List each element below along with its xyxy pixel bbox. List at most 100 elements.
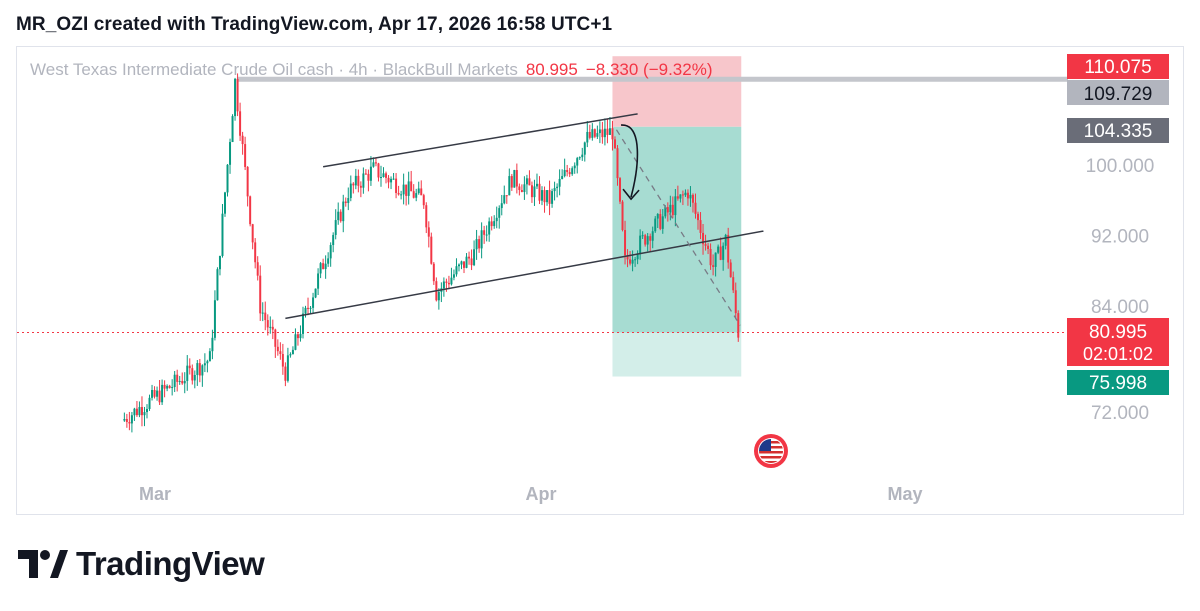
candle-body [281,354,284,367]
candle-body [337,211,340,221]
target-zone[interactable] [612,126,742,333]
candle-body [369,166,372,181]
candle-body [568,172,571,175]
candle-body [218,255,221,270]
candle-body [241,135,244,145]
candle-body [659,214,662,229]
candle-body [533,186,536,198]
candle-body [535,183,538,187]
x-axis[interactable]: Mar Apr May [139,484,923,504]
candle-body [143,412,146,416]
candle-body [128,422,131,424]
candle-body [364,173,367,175]
us-flag-event-icon[interactable] [754,434,788,468]
candle-body [178,380,181,382]
candle-body [588,131,591,138]
candle-body [704,244,707,246]
candle-body [229,142,232,165]
candle-body [639,235,642,254]
candle-body [671,204,674,216]
candle-body [158,390,161,403]
target-price-label: 75.998 [1067,370,1169,395]
candle-body [634,259,637,261]
candle-body [669,204,672,213]
candle-body [606,128,609,135]
candle-body [450,277,453,285]
candle-body [359,185,362,188]
candle-body [256,262,259,276]
upper-channel-line[interactable] [322,113,638,168]
candle-body [510,176,513,188]
y-tick-label: 100.000 [1086,156,1155,177]
candle-body [395,178,398,193]
candle-body [734,290,737,314]
candle-body [148,397,151,409]
candle-body [578,157,581,159]
candle-body [138,407,141,416]
lower-channel-line[interactable] [285,230,764,320]
candle-body [732,277,735,291]
target-zone-extension[interactable] [612,332,742,377]
candle-body [558,178,561,187]
candle-body [264,312,267,321]
candle-body [468,256,471,259]
chart-frame[interactable] [16,46,1184,515]
candle-body [188,365,191,369]
candle-body [686,192,689,199]
candle-body [206,361,209,364]
candle-body [284,366,287,381]
candle-body [385,173,388,178]
candle-body [613,139,616,149]
candle-body [523,184,526,192]
candle-body [490,221,493,227]
candle-body [452,274,455,278]
candle-body [410,181,413,192]
candle-body [254,242,257,263]
tradingview-logo[interactable]: TradingView [18,545,265,583]
candle-body [309,307,312,309]
candle-body [140,407,143,416]
candle-body [216,269,219,301]
candle-body [719,246,722,260]
candle-body [541,190,544,201]
candle-body [307,307,310,309]
candle-body [626,255,629,260]
candle-body [186,365,189,381]
candle-body [538,183,541,201]
candle-body [234,78,237,117]
svg-text:75.998: 75.998 [1089,373,1147,394]
candle-body [513,170,516,188]
y-tick-label: 92.000 [1091,227,1149,248]
candle-body [525,178,528,185]
candle-body [616,148,619,179]
candle-body [342,201,345,222]
candle-body [432,263,435,282]
candle-body [691,194,694,203]
candle-body [135,408,138,416]
curved-arrow-icon[interactable] [620,124,639,198]
candle-body [528,178,531,186]
candle-body [176,374,179,382]
candle-body [339,211,342,222]
y-axis[interactable]: 100.000 92.000 84.000 72.000 [1086,156,1155,424]
candle-body [354,175,357,186]
candle-body [598,129,601,134]
candle-body [271,326,274,330]
candle-body [161,384,164,403]
candle-body [244,144,247,167]
candle-body [261,312,264,314]
symbol-legend[interactable]: West Texas Intermediate Crude Oil cash ·… [30,60,713,80]
candle-body [556,186,559,189]
candle-body [679,194,682,199]
candle-body [400,194,403,196]
candle-body [551,191,554,204]
candle-body [171,387,174,389]
candle-body [427,227,430,237]
y-tick-label: 84.000 [1091,297,1149,318]
candle-body [498,208,501,218]
candle-body [415,193,418,198]
candle-body [470,258,473,266]
candle-body [334,220,337,235]
tradingview-wordmark: TradingView [76,545,265,582]
